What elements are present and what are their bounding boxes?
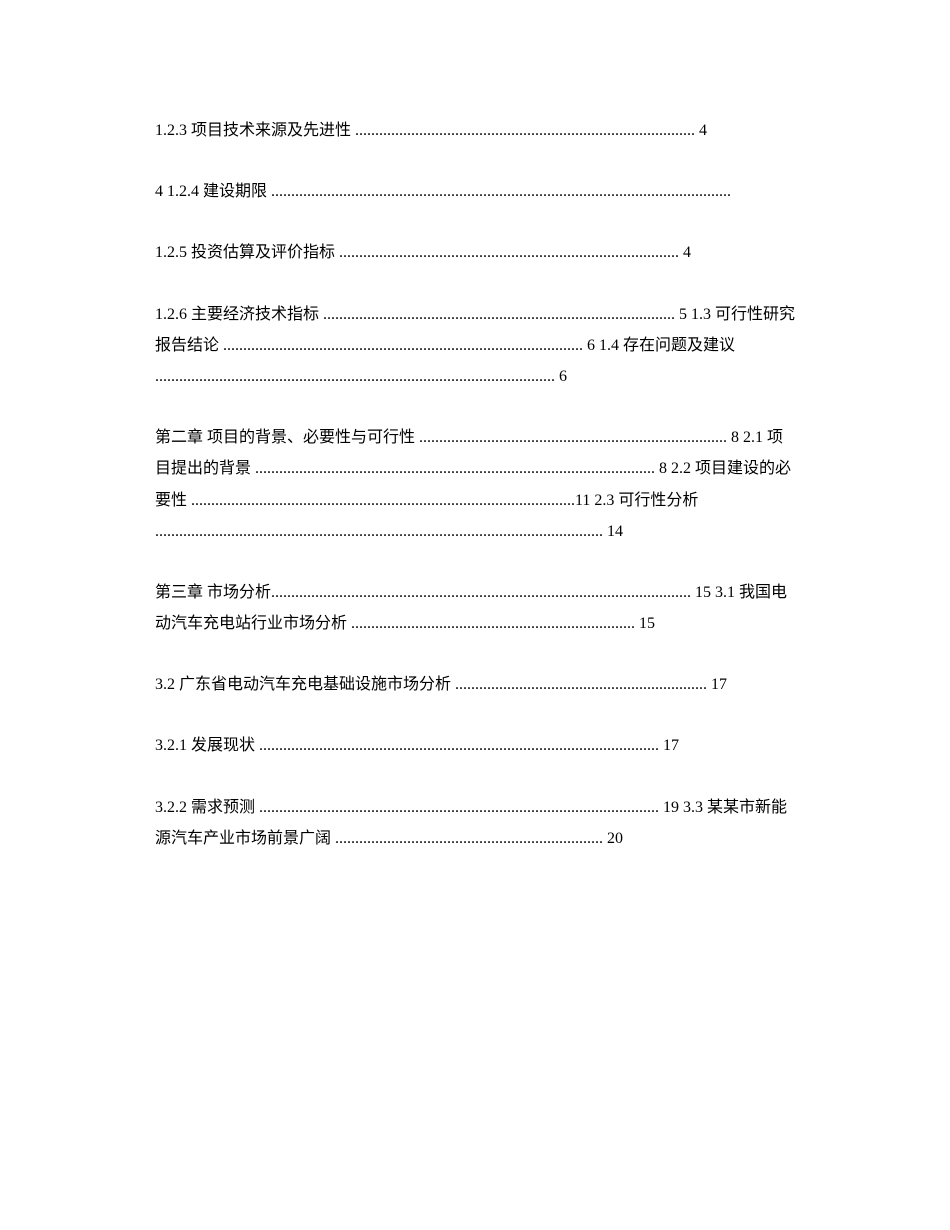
toc-entry: 1.2.5 投资估算及评价指标 ........................… xyxy=(155,237,795,268)
toc-entry: 3.2 广东省电动汽车充电基础设施市场分析 ..................… xyxy=(155,669,795,700)
toc-entry: 3.2.2 需求预测 .............................… xyxy=(155,792,795,854)
toc-entry: 第三章 市场分析................................… xyxy=(155,577,795,639)
toc-entry-text: 1.2.6 主要经济技术指标 .........................… xyxy=(155,306,795,385)
toc-entry: 1.2.6 主要经济技术指标 .........................… xyxy=(155,299,795,393)
toc-entry-text: 3.2.1 发展现状 .............................… xyxy=(155,737,679,754)
toc-entry-text: 1.2.5 投资估算及评价指标 ........................… xyxy=(155,244,691,261)
toc-page: 1.2.3 项目技术来源及先进性 .......................… xyxy=(155,115,795,854)
toc-entry-text: 4 1.2.4 建设期限 ...........................… xyxy=(155,183,731,200)
toc-entry: 第二章 项目的背景、必要性与可行性 ......................… xyxy=(155,422,795,547)
toc-entry: 3.2.1 发展现状 .............................… xyxy=(155,730,795,761)
toc-entry-text: 第二章 项目的背景、必要性与可行性 ......................… xyxy=(155,429,791,540)
toc-entry-text: 第三章 市场分析................................… xyxy=(155,584,787,632)
toc-entry: 1.2.3 项目技术来源及先进性 .......................… xyxy=(155,115,795,146)
toc-entry-text: 3.2 广东省电动汽车充电基础设施市场分析 ..................… xyxy=(155,676,727,693)
toc-entry-text: 1.2.3 项目技术来源及先进性 .......................… xyxy=(155,122,707,139)
toc-entry-text: 3.2.2 需求预测 .............................… xyxy=(155,799,787,847)
toc-entry: 4 1.2.4 建设期限 ...........................… xyxy=(155,176,795,207)
